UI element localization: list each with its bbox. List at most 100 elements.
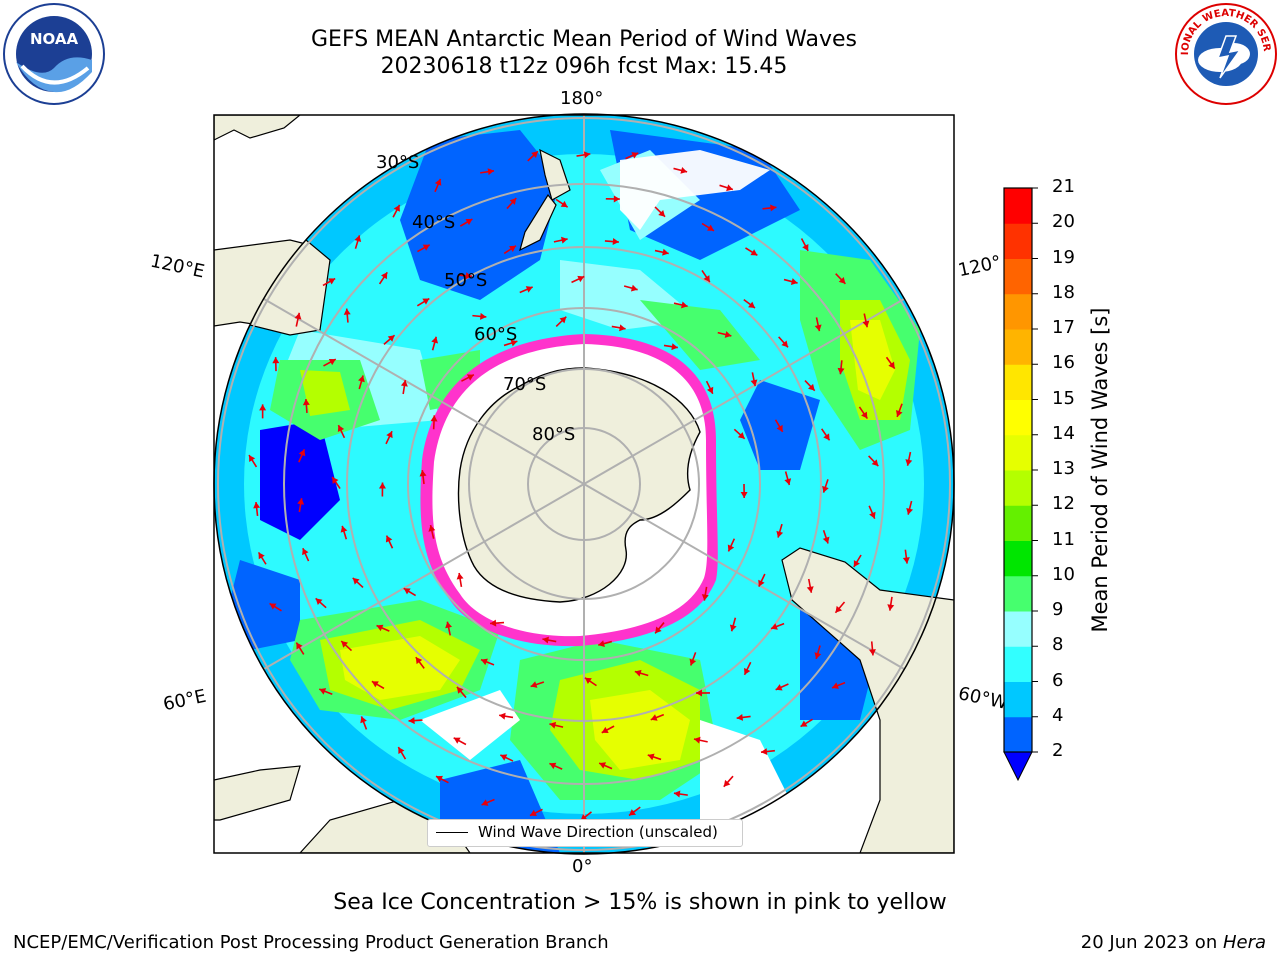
lat-label-40s: 40°S [412, 212, 456, 233]
wind-wave-arrow-head [456, 573, 464, 580]
wind-wave-arrow-head [381, 272, 388, 280]
footer-host: Hera [1222, 932, 1266, 953]
wind-wave-arrow-head [814, 324, 822, 332]
wind-wave-arrow-head [529, 809, 537, 817]
wind-wave-arrow-head [343, 308, 351, 315]
colorbar-extend-arrow [1003, 751, 1033, 782]
wind-wave-arrow-head [525, 286, 533, 293]
wind-wave-arrow-head [465, 219, 473, 226]
wind-wave-arrow-head [509, 245, 516, 252]
wind-wave-arrow-head [434, 178, 442, 186]
lon-label-0: 0° [572, 856, 593, 877]
wind-wave-arrow-head [662, 248, 669, 256]
wind-wave-arrow-head [888, 361, 895, 369]
colorbar-tick-label: 18 [1052, 281, 1075, 303]
wind-wave-arrow-head [487, 168, 495, 176]
wind-wave-arrow-head [650, 714, 658, 721]
colorbar-tick-label: 17 [1052, 317, 1075, 338]
colorbar-tick-label: 19 [1052, 246, 1075, 268]
colorbar [1003, 187, 1038, 782]
chart-subtitle: 20230618 t12z 096h fcst Max: 15.45 [380, 54, 788, 79]
wind-wave-arrow-head [428, 525, 436, 532]
wind-wave-arrow-head [328, 359, 336, 366]
colorbar-segment [1004, 505, 1032, 541]
colorbar-tick-label: 10 [1052, 563, 1075, 585]
wind-wave-arrow-head [584, 677, 592, 685]
wind-wave-arrow-head [422, 244, 430, 251]
wind-wave-arrow-head [726, 184, 733, 192]
wind-wave-arrow-head [403, 588, 411, 595]
graticule [217, 114, 951, 854]
wind-wave-arrow-head [332, 476, 339, 484]
nws-logo: NATIONAL WEATHER SERVICE [1170, 0, 1278, 106]
wind-wave-arrow-head [744, 667, 751, 675]
wind-wave-arrow-head [465, 272, 472, 280]
wind-wave-arrow-head [302, 548, 309, 556]
wind-wave-arrow-head [481, 799, 489, 806]
colorbar-tick-label: 16 [1052, 352, 1075, 374]
colorbar-segment [1004, 681, 1032, 718]
wind-wave-arrow-head [612, 238, 619, 246]
wind-wave-arrow-head [583, 151, 591, 159]
wind-wave-arrow-head [341, 641, 349, 648]
wind-wave-arrow-head [549, 762, 557, 770]
wind-wave-arrow-head [655, 626, 662, 634]
colorbar-segment [1004, 434, 1032, 471]
wind-wave-arrow-head [822, 536, 830, 544]
colorbar-tick-label: 2 [1052, 740, 1064, 761]
colorbar-tick-label: 14 [1052, 422, 1075, 444]
wind-wave-arrow-head [398, 747, 405, 755]
wind-wave-arrow-head [740, 491, 748, 498]
wind-wave-arrow-head [822, 485, 829, 493]
wind-wave-arrow-head [601, 726, 609, 734]
wind-wave-arrow-head [835, 605, 843, 613]
wind-wave-arrow-head [360, 716, 367, 724]
wind-wave-arrow-head [619, 324, 626, 332]
wind-wave-arrow-head [695, 689, 702, 697]
chart-title: GEFS MEAN Antarctic Mean Period of Wind … [311, 27, 857, 52]
colorbar-tick-label: 6 [1052, 669, 1064, 691]
colorbar-label: Mean Period of Wind Waves [s] [1088, 307, 1112, 633]
colorbar-segment [1004, 399, 1032, 436]
wind-wave-arrow-head [352, 577, 360, 585]
wind-wave-arrow-head [861, 411, 868, 419]
wind-wave-arrow-head [371, 681, 379, 688]
wind-wave-arrow-head [806, 586, 814, 593]
wind-wave-arrow-head [490, 619, 497, 627]
footer-date-text: 20 Jun 2023 on [1080, 932, 1223, 953]
wind-wave-arrow-head [580, 814, 588, 821]
wind-wave-arrow-head [906, 507, 913, 515]
wind-wave-arrow-head [436, 775, 443, 783]
wind-wave-arrow-head [613, 195, 620, 203]
wind-wave-arrow-head [723, 779, 731, 787]
wind-wave-arrow-head [750, 379, 758, 387]
svg-text:NOAA: NOAA [30, 30, 79, 48]
wind-wave-arrow-head [561, 236, 568, 244]
wind-wave-arrow-head [376, 624, 384, 632]
wind-wave-arrow-head [736, 713, 744, 721]
wind-wave-direction-arrows [248, 150, 913, 822]
wind-wave-arrow-head [630, 284, 638, 292]
wind-wave-arrow-head [703, 275, 710, 283]
wind-wave-arrow-head [253, 502, 261, 509]
wind-wave-arrow-head [531, 151, 538, 158]
colorbar-tick-label: 20 [1052, 211, 1075, 233]
wind-wave-arrow-head [681, 301, 688, 309]
colorbar-segment [1004, 575, 1032, 612]
colorbar-segment [1004, 611, 1032, 647]
map-legend: Wind Wave Direction (unscaled) [427, 819, 743, 847]
wind-wave-arrow-head [790, 278, 798, 285]
wind-wave-arrow-head [302, 399, 310, 406]
wind-wave-arrow-head [647, 753, 655, 761]
wind-wave-arrow-head [259, 404, 267, 411]
wind-wave-arrow-head [328, 278, 336, 285]
sea-ice-note: Sea Ice Concentration > 15% is shown in … [333, 890, 947, 915]
wind-wave-arrow-head [315, 598, 323, 605]
wind-wave-arrow-head [871, 459, 879, 467]
wind-wave-arrow-head [408, 717, 415, 725]
wind-wave-arrow-head [269, 603, 277, 610]
colorbar-segment [1004, 364, 1032, 400]
wind-wave-arrow-head [895, 410, 903, 417]
wind-wave-arrow-head [706, 386, 714, 394]
colorbar-tick-label: 11 [1052, 528, 1075, 550]
